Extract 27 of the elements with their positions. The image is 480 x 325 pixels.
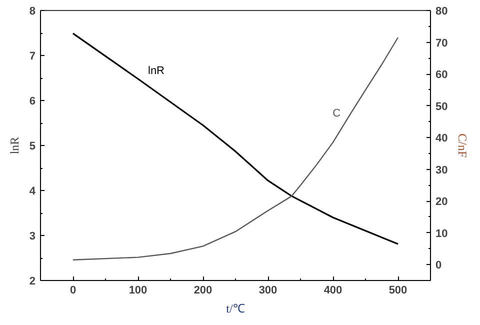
series-label: lnR bbox=[148, 64, 165, 77]
x-tick-label: 0 bbox=[70, 284, 76, 296]
y-tick-label: 4 bbox=[29, 186, 36, 198]
x-axis-title: t/℃ bbox=[226, 302, 245, 316]
x-tick-label: 400 bbox=[324, 284, 342, 296]
series-label: C bbox=[332, 108, 341, 120]
y2-tick-label: 10 bbox=[436, 228, 448, 240]
y-tick-label: 6 bbox=[29, 96, 36, 108]
y2-tick-label: 0 bbox=[436, 260, 442, 272]
y-tick-label: 3 bbox=[29, 230, 36, 242]
y-tick-label: 8 bbox=[29, 6, 36, 18]
y2-tick-label: 50 bbox=[436, 100, 448, 113]
y-axis-title: lnR bbox=[7, 136, 22, 154]
y2-tick-label: 30 bbox=[436, 164, 448, 176]
y2-tick-label: 80 bbox=[436, 6, 448, 18]
y2-tick-label: 60 bbox=[436, 69, 448, 82]
x-tick-label: 500 bbox=[388, 284, 408, 296]
y-tick-label: 2 bbox=[29, 276, 36, 288]
x-tick-label: 200 bbox=[194, 284, 212, 296]
y2-axis-title: C/nF bbox=[456, 133, 470, 158]
y2-tick-label: 20 bbox=[436, 196, 448, 208]
y2-tick-label: 40 bbox=[436, 132, 448, 145]
x-tick-label: 300 bbox=[258, 284, 278, 296]
x-tick-label: 100 bbox=[128, 284, 148, 296]
y-tick-label: 5 bbox=[29, 140, 36, 152]
y2-tick-label: 70 bbox=[436, 37, 448, 50]
y-tick-label: 7 bbox=[29, 50, 36, 62]
